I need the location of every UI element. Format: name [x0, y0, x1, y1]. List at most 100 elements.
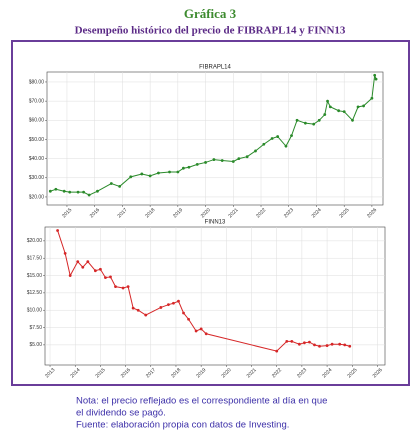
point [290, 340, 294, 343]
point [204, 161, 207, 164]
point [194, 329, 198, 333]
point [231, 160, 235, 163]
point [68, 274, 72, 277]
y-tick-label: $5.00 [29, 342, 42, 348]
x-tick-label: 2023 [296, 367, 308, 379]
y-tick-label: $30.00 [29, 175, 45, 181]
point [318, 344, 321, 348]
x-tick-label: 2018 [144, 207, 156, 219]
x-tick-label: 2019 [172, 207, 184, 219]
point [129, 175, 133, 179]
point [351, 118, 354, 122]
y-tick-label: $15.00 [27, 273, 43, 279]
y-tick-label: $80.00 [29, 79, 45, 85]
point [81, 265, 85, 269]
point [370, 96, 374, 100]
point [114, 285, 117, 289]
y-tick-label: $12.50 [27, 290, 43, 296]
point [136, 308, 140, 312]
x-tick-label: 2026 [366, 207, 378, 219]
x-tick-label: 2023 [283, 207, 295, 219]
point [159, 306, 163, 309]
point [270, 137, 274, 140]
point [109, 182, 113, 185]
y-tick-label: $50.00 [29, 137, 45, 143]
plot-area [46, 71, 384, 206]
point [337, 109, 341, 113]
y-tick-label: $20.00 [29, 194, 45, 200]
y-tick-label: $10.00 [27, 308, 43, 314]
panel-title: FIBRAPL14 [199, 65, 231, 71]
x-tick-label: 2014 [69, 367, 81, 379]
x-tick-label: 2016 [120, 367, 132, 379]
point [330, 342, 334, 346]
point [374, 77, 378, 81]
y-tick-label: $70.00 [29, 98, 45, 104]
x-tick-label: 2015 [61, 207, 73, 219]
x-tick-label: 2015 [95, 367, 107, 379]
point [275, 349, 279, 353]
point [176, 170, 180, 174]
point [356, 105, 360, 109]
panel-title: FINN13 [205, 220, 226, 226]
plot-area [44, 226, 386, 366]
x-tick-label: 2020 [221, 367, 233, 379]
x-tick-label: 2024 [311, 207, 323, 219]
point [177, 299, 180, 303]
point [172, 301, 175, 305]
x-tick-label: 2019 [195, 367, 207, 379]
line [50, 75, 377, 196]
x-tick-label: 2017 [145, 367, 157, 379]
point [182, 311, 185, 315]
point [220, 159, 224, 162]
x-tick-label: 2020 [200, 207, 212, 219]
point [56, 229, 59, 232]
point [157, 171, 160, 175]
note: Nota: el precio reflejado es el correspo… [76, 396, 327, 407]
point [131, 306, 135, 310]
x-tick-label: 2022 [271, 367, 283, 379]
point [148, 174, 152, 178]
point [99, 267, 102, 271]
point [181, 166, 185, 170]
point [328, 105, 332, 109]
x-tick-label: 2024 [321, 367, 333, 379]
note: Fuente: elaboración propia con datos de … [76, 420, 289, 431]
point [284, 144, 288, 148]
point [343, 343, 347, 347]
point [104, 276, 107, 280]
point [342, 110, 346, 114]
point [262, 142, 266, 146]
point [62, 189, 66, 193]
point [187, 165, 191, 169]
point [297, 342, 301, 346]
point [326, 99, 329, 103]
x-tick-label: 2016 [89, 207, 101, 219]
y-tick-label: $17.50 [27, 256, 43, 262]
point [323, 113, 327, 116]
point [96, 189, 99, 193]
y-tick-label: $7.50 [29, 325, 42, 331]
point [167, 303, 170, 307]
point [290, 134, 293, 138]
point [82, 190, 85, 194]
point [295, 118, 299, 122]
point [126, 285, 130, 289]
point [317, 118, 321, 122]
point [86, 260, 90, 264]
point [187, 317, 190, 321]
point [48, 189, 52, 193]
note: el dividendo se pagó. [76, 408, 166, 419]
point [168, 170, 171, 174]
point [109, 275, 112, 279]
point [212, 158, 216, 161]
point [76, 190, 80, 194]
point [87, 193, 91, 197]
point [144, 313, 148, 317]
point [338, 342, 342, 346]
point [237, 157, 241, 161]
point [312, 122, 316, 126]
y-tick-label: $40.00 [29, 156, 45, 162]
point [245, 155, 249, 159]
